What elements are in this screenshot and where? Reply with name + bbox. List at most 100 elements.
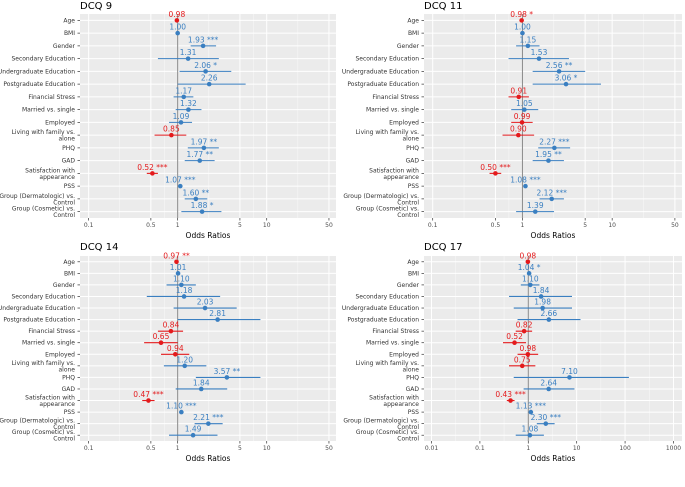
- y-axis-label: Gender: [397, 282, 420, 289]
- point-estimate: [522, 107, 527, 112]
- point-estimate: [493, 171, 498, 176]
- data-label: 0.82: [516, 321, 533, 330]
- y-axis-label: Employed: [389, 351, 419, 358]
- point-estimate: [193, 196, 199, 202]
- y-axis-label: Group (Cosmetic) vs. Control: [12, 206, 76, 220]
- data-label: 1.01: [170, 263, 187, 272]
- data-label: 0.52 ***: [137, 163, 168, 172]
- data-label: 1.77 **: [186, 150, 213, 159]
- y-axis-label-line: appearance: [39, 401, 75, 408]
- y-axis-label: GAD: [406, 158, 420, 165]
- y-axis-label: Satisfaction with appearance: [25, 395, 75, 409]
- y-axis-label: BMI: [64, 270, 75, 277]
- point-estimate: [528, 409, 534, 415]
- point-estimate: [546, 317, 552, 322]
- point-estimate: [175, 271, 181, 276]
- point-estimate: [549, 196, 555, 202]
- y-axis-label: Undergraduate Education: [0, 305, 75, 312]
- point-estimate: [525, 351, 531, 357]
- y-axis-label-line: Group (Dermatologic) vs.: [0, 193, 75, 200]
- panel-background: [80, 256, 336, 441]
- data-label: 1.07 ***: [165, 176, 196, 185]
- point-estimate: [512, 340, 517, 346]
- y-axis-label-line: Control: [397, 212, 419, 219]
- y-axis-label: Married vs. single: [366, 107, 419, 114]
- x-tick-label: 5: [238, 222, 242, 229]
- y-axis-label-line: Control: [397, 424, 419, 431]
- y-axis-label: Satisfaction with appearance: [369, 395, 419, 409]
- x-tick-label: 10: [573, 445, 581, 452]
- y-axis-label-line: Control: [53, 436, 75, 443]
- y-axis-label-line: Group (Cosmetic) vs.: [12, 206, 75, 213]
- y-axis-label: Married vs. single: [22, 107, 75, 114]
- y-axis-label: Group (Dermatologic) vs. Control: [343, 193, 419, 207]
- point-estimate: [525, 43, 531, 49]
- y-axis-label-line: appearance: [39, 174, 75, 181]
- point-estimate: [563, 81, 569, 87]
- data-label: 0.98: [520, 344, 537, 353]
- y-axis-label-line: Group (Dermatologic) vs.: [343, 418, 419, 425]
- x-tick-label: 50: [325, 222, 333, 229]
- forest-panel-dcq-14: DCQ 14 0.1 0.5 1 5 10 50 Age BMI Gender Secondary …: [0, 242, 336, 463]
- point-estimate: [532, 209, 538, 214]
- point-estimate: [203, 69, 208, 74]
- point-estimate: [526, 271, 532, 276]
- point-estimate: [186, 107, 191, 112]
- y-axis-label-line: Control: [397, 199, 419, 206]
- point-estimate: [519, 120, 525, 125]
- data-label: 0.50 ***: [480, 163, 511, 172]
- y-axis-label: PHQ: [62, 145, 75, 152]
- x-tick-label: 0.5: [146, 445, 156, 452]
- x-axis-title: Odds Ratios: [531, 231, 576, 240]
- point-estimate: [523, 183, 528, 189]
- x-axis-title: Odds Ratios: [531, 454, 576, 463]
- y-axis-label: Secondary Education: [11, 56, 75, 63]
- y-axis-label: Employed: [45, 351, 75, 358]
- y-axis-label: Secondary Education: [11, 293, 75, 300]
- y-axis-label: Living with family vs. alone: [356, 360, 420, 374]
- y-axis-label: Age: [63, 259, 75, 266]
- x-tick-label: 1000: [666, 445, 681, 452]
- point-estimate: [543, 421, 549, 426]
- data-label: 0.75: [514, 355, 531, 364]
- y-axis-label: Gender: [397, 43, 420, 50]
- y-axis-label-line: Living with family vs.: [12, 360, 75, 367]
- y-axis-label: Employed: [389, 119, 419, 126]
- data-label: 2.21 ***: [193, 413, 224, 422]
- point-estimate: [179, 409, 184, 415]
- data-label: 1.18: [176, 286, 193, 295]
- data-label: 1.04 *: [518, 263, 541, 272]
- point-estimate: [197, 158, 203, 163]
- x-tick-label: 1: [526, 445, 530, 452]
- data-label: 1.08: [522, 425, 539, 434]
- forest-panel-dcq-11: DCQ 11 0.1 0.5 1 5 10 50 Age BMI Gender Secondary …: [342, 1, 682, 240]
- y-axis-label-line: Group (Cosmetic) vs.: [356, 206, 419, 213]
- x-tick-label: 0.1: [475, 445, 485, 452]
- panel-title: DCQ 14: [80, 242, 118, 253]
- y-axis-label: Secondary Education: [355, 293, 419, 300]
- y-axis-label: Group (Cosmetic) vs. Control: [356, 429, 420, 443]
- point-estimate: [158, 340, 164, 346]
- point-estimate: [556, 69, 562, 74]
- data-label: 3.57 **: [214, 367, 241, 376]
- data-label: 1.60 **: [183, 188, 210, 197]
- y-axis-label-line: Control: [53, 424, 75, 431]
- data-label: 1.95 **: [535, 150, 562, 159]
- data-label: 0.94: [167, 344, 184, 353]
- data-label: 1.13 ***: [516, 402, 547, 411]
- x-tick-label: 0.01: [425, 445, 439, 452]
- point-estimate: [179, 282, 184, 288]
- y-axis-label: Postgraduate Education: [3, 317, 75, 324]
- y-axis-label: Living with family vs. alone: [12, 360, 76, 374]
- y-axis-label: PSS: [64, 409, 75, 416]
- data-label: 0.98: [520, 251, 537, 260]
- point-estimate: [567, 375, 572, 380]
- point-estimate: [519, 18, 524, 23]
- y-axis-label-line: Group (Dermatologic) vs.: [0, 418, 75, 425]
- x-tick-label: 0.1: [84, 445, 94, 452]
- data-label: 0.90: [510, 125, 527, 134]
- point-estimate: [527, 432, 533, 438]
- y-axis-label: Gender: [53, 43, 76, 50]
- x-tick-label: 5: [583, 222, 587, 229]
- point-estimate: [198, 386, 204, 392]
